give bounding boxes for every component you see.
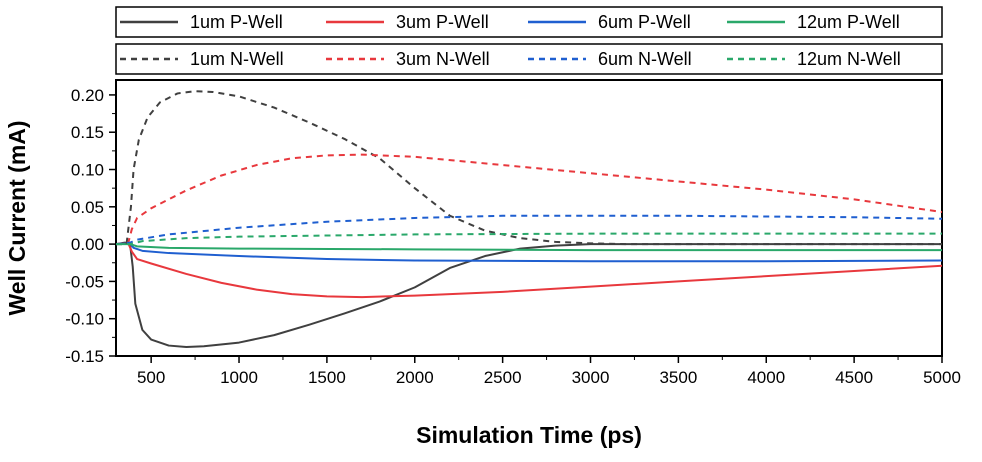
series-line-1um-n-well [116, 90, 942, 246]
series-line-12um-n-well [116, 232, 942, 246]
y-tick-label: 0.15 [71, 123, 104, 142]
y-axis: -0.15 -0.10 -0.05 0.00 0.05 0.10 0.15 0.20 [65, 86, 116, 366]
legend: 1um P-Well 3um P-Well 6um P-Well 12um P-Wel… [115, 6, 943, 75]
legend-label: 3um N-Well [396, 49, 490, 69]
series-line-12um-p-well [116, 243, 942, 252]
legend-label: 6um N-Well [598, 49, 692, 69]
legend-label: 12um P-Well [797, 12, 900, 32]
legend-label: 1um P-Well [190, 12, 283, 32]
x-tick-label: 2000 [396, 368, 434, 387]
plot-frame [115, 79, 943, 357]
legend-label: 6um P-Well [598, 12, 691, 32]
series-layer [116, 90, 942, 349]
series-line-3um-n-well [116, 153, 942, 246]
y-tick-label: 0.05 [71, 198, 104, 217]
series-line-3um-p-well [116, 242, 942, 299]
y-tick-label: 0.00 [71, 235, 104, 254]
legend-label: 3um P-Well [396, 12, 489, 32]
x-axis-title: Simulation Time (ps) [416, 422, 642, 448]
legend-label: 1um N-Well [190, 49, 284, 69]
x-tick-label: 3500 [659, 368, 697, 387]
series-line-6um-p-well [116, 242, 942, 263]
x-tick-label: 5000 [923, 368, 961, 387]
x-tick-label: 4000 [747, 368, 785, 387]
series-line-6um-n-well [116, 214, 942, 246]
x-tick-label: 4500 [835, 368, 873, 387]
x-axis: 500 1000 1500 2000 2500 3000 3500 4000 4500 5000 [137, 356, 961, 387]
plot-area [115, 79, 943, 357]
y-tick-label: -0.15 [65, 347, 104, 366]
series-line-1um-p-well [116, 241, 942, 349]
legend-label: 12um N-Well [797, 49, 901, 69]
x-tick-label: 1000 [220, 368, 258, 387]
y-axis-title: Well Current (mA) [4, 120, 30, 315]
y-tick-label: -0.10 [65, 310, 104, 329]
y-tick-label: 0.20 [71, 86, 104, 105]
x-tick-label: 500 [137, 368, 165, 387]
x-tick-label: 2500 [484, 368, 522, 387]
x-tick-label: 1500 [308, 368, 346, 387]
x-tick-label: 3000 [572, 368, 610, 387]
y-tick-label: 0.10 [71, 161, 104, 180]
y-tick-label: -0.05 [65, 272, 104, 291]
